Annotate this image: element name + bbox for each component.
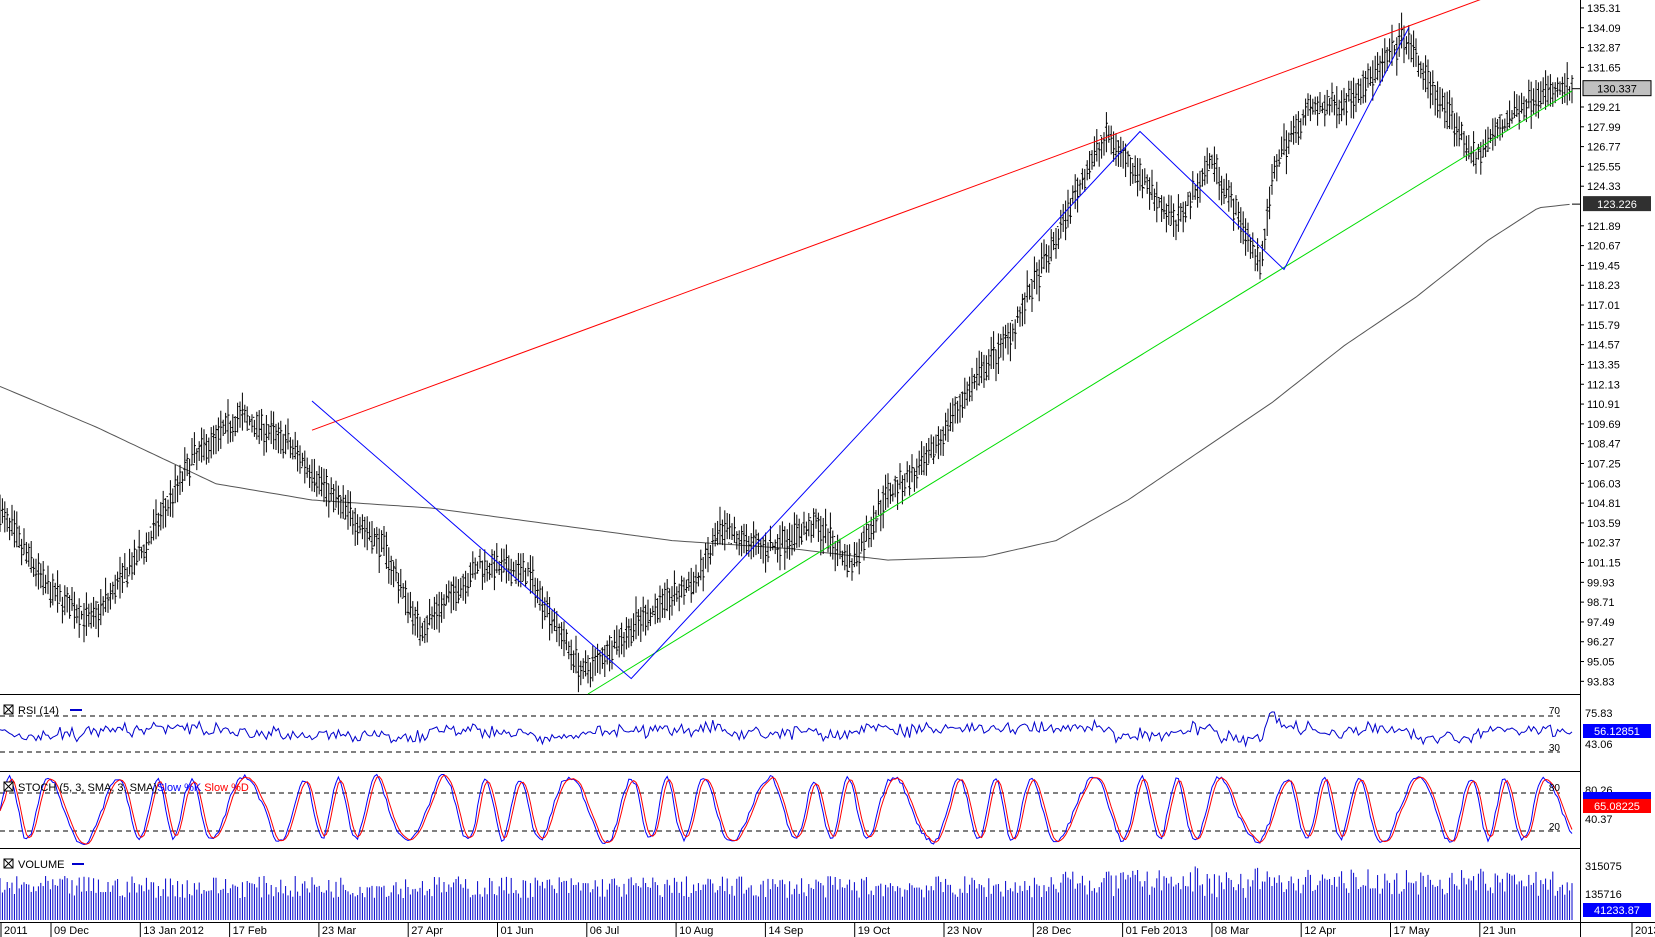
time-axis: 2011 09 Dec 13 Jan 2012 17 Feb 23 Mar 27 Apr 0… <box>0 923 1655 937</box>
price-tick-label: 93.83 <box>1587 676 1615 688</box>
stoch-label: STOCH (5, 3, SMA, 3, SMA)Slow %K Slow %D <box>18 782 249 794</box>
stoch-panel: STOCH (5, 3, SMA, 3, SMA)Slow %K Slow %D … <box>0 773 1651 846</box>
time-tick-label: 17 May <box>1394 925 1431 937</box>
time-tick-label: 01 Feb 2013 <box>1126 925 1188 937</box>
volume-value-box <box>1583 903 1651 917</box>
volume-panel: VOLUME 315075 135716 41233.87 <box>0 858 1651 920</box>
price-tick-label: 124.33 <box>1587 181 1621 193</box>
price-tick-label: 134.09 <box>1587 23 1621 35</box>
price-tick-label: 120.67 <box>1587 241 1621 253</box>
time-tick-label: 23 Mar <box>322 925 357 937</box>
ma-value-box <box>1583 196 1651 212</box>
price-markers: 130.337 123.226 <box>1572 80 1652 212</box>
time-tick-label: 01 Jun <box>501 925 534 937</box>
price-tick-label: 131.65 <box>1587 62 1621 74</box>
time-tick-label: 14 Sep <box>768 925 803 937</box>
volume-value: 41233.87 <box>1594 905 1640 917</box>
stoch-label-d: Slow %D <box>204 782 249 794</box>
price-tick-label: 127.99 <box>1587 122 1621 134</box>
price-tick-label: 101.15 <box>1587 558 1621 570</box>
rsi-value: 56.12851 <box>1594 726 1640 738</box>
last-price-value: 130.337 <box>1597 84 1637 96</box>
price-tick-label: 102.37 <box>1587 538 1621 550</box>
price-tick-label: 107.25 <box>1587 458 1621 470</box>
resistance-line <box>311 0 1481 431</box>
time-tick-label: 08 Mar <box>1215 925 1250 937</box>
price-tick-label: 99.93 <box>1587 577 1615 589</box>
rsi-tick-high: 75.83 <box>1585 708 1613 720</box>
trendlines <box>311 0 1573 695</box>
stoch-d-value-box <box>1583 799 1651 813</box>
time-tick-label: 27 Apr <box>411 925 443 937</box>
rsi-level-30: 30 <box>1549 743 1561 754</box>
price-tick-label: 103.59 <box>1587 518 1621 530</box>
price-tick-label: 96.27 <box>1587 637 1615 649</box>
stoch-close-cross-b <box>3 781 14 792</box>
price-tick-label: 106.03 <box>1587 478 1621 490</box>
time-tick-label: 19 Oct <box>858 925 890 937</box>
volume-tick-high: 315075 <box>1585 861 1622 873</box>
volume-tick-low: 135716 <box>1585 889 1622 901</box>
time-tick-label: 10 Aug <box>679 925 713 937</box>
time-tick-label: 2013 <box>1635 925 1655 937</box>
price-tick-label: 126.77 <box>1587 142 1621 154</box>
price-tick-label: 97.49 <box>1587 617 1615 629</box>
stoch-slow-d-line <box>0 774 1573 845</box>
price-tick-label: 115.79 <box>1587 320 1620 332</box>
price-tick-label: 109.69 <box>1587 419 1621 431</box>
rsi-close-cross-b <box>3 704 14 715</box>
time-tick-label: 13 Jan 2012 <box>143 925 204 937</box>
price-tick-label: 112.13 <box>1587 379 1620 391</box>
stoch-tick-low: 40.37 <box>1585 814 1613 826</box>
price-tick-label: 117.01 <box>1587 300 1620 312</box>
price-tick-label: 121.89 <box>1587 221 1621 233</box>
price-tick-label: 132.87 <box>1587 43 1621 55</box>
ma-value: 123.226 <box>1597 199 1637 211</box>
price-tick-label: 110.91 <box>1587 399 1620 411</box>
volume-bars <box>0 866 1573 920</box>
stoch-value: 65.08225 <box>1594 801 1640 813</box>
volume-label: VOLUME <box>18 859 64 871</box>
time-tick-label: 28 Dec <box>1036 925 1071 937</box>
stoch-level-80: 80 <box>1549 783 1561 794</box>
price-tick-label: 119.45 <box>1587 260 1620 272</box>
time-tick-label: 17 Feb <box>233 925 267 937</box>
price-tick-label: 95.05 <box>1587 657 1615 669</box>
rsi-level-70: 70 <box>1549 706 1561 717</box>
price-tick-label: 135.31 <box>1587 3 1621 15</box>
price-tick-label: 108.47 <box>1587 439 1621 451</box>
price-tick-label: 98.71 <box>1587 597 1615 609</box>
price-tick-label: 114.57 <box>1587 340 1620 352</box>
time-tick-label: 23 Nov <box>947 925 982 937</box>
rsi-panel: RSI (14) 70 30 75.83 43.06 56.12851 <box>0 704 1651 754</box>
rsi-line <box>0 711 1573 748</box>
price-tick-label: 125.55 <box>1587 161 1621 173</box>
time-tick-label: 21 Jun <box>1483 925 1516 937</box>
rsi-label: RSI (14) <box>18 705 59 717</box>
stoch-label-prefix: STOCH (5, 3, SMA, 3, SMA) <box>18 782 157 794</box>
rsi-value-box <box>1583 724 1651 738</box>
price-axis: 135.31 134.09 132.87 131.65 129.21 127.99 126.… <box>1580 3 1621 688</box>
time-tick-label: 12 Apr <box>1304 925 1336 937</box>
price-tick-label: 118.23 <box>1587 280 1620 292</box>
stoch-label-k: Slow %K <box>157 782 202 794</box>
volume-close-cross-b <box>3 858 14 869</box>
stoch-slow-k-line <box>0 773 1573 846</box>
zigzag-line <box>311 27 1410 680</box>
time-tick-label: 2011 <box>4 925 28 937</box>
price-tick-label: 129.21 <box>1587 102 1621 114</box>
last-price-box <box>1582 80 1652 97</box>
stoch-level-20: 20 <box>1549 822 1561 833</box>
rsi-tick-low: 43.06 <box>1585 739 1613 751</box>
time-tick-label: 09 Dec <box>54 925 89 937</box>
support-line <box>587 90 1573 695</box>
time-tick-label: 06 Jul <box>590 925 619 937</box>
price-bars <box>0 12 1574 693</box>
price-tick-label: 113.35 <box>1587 359 1620 371</box>
price-tick-label: 104.81 <box>1587 498 1621 510</box>
